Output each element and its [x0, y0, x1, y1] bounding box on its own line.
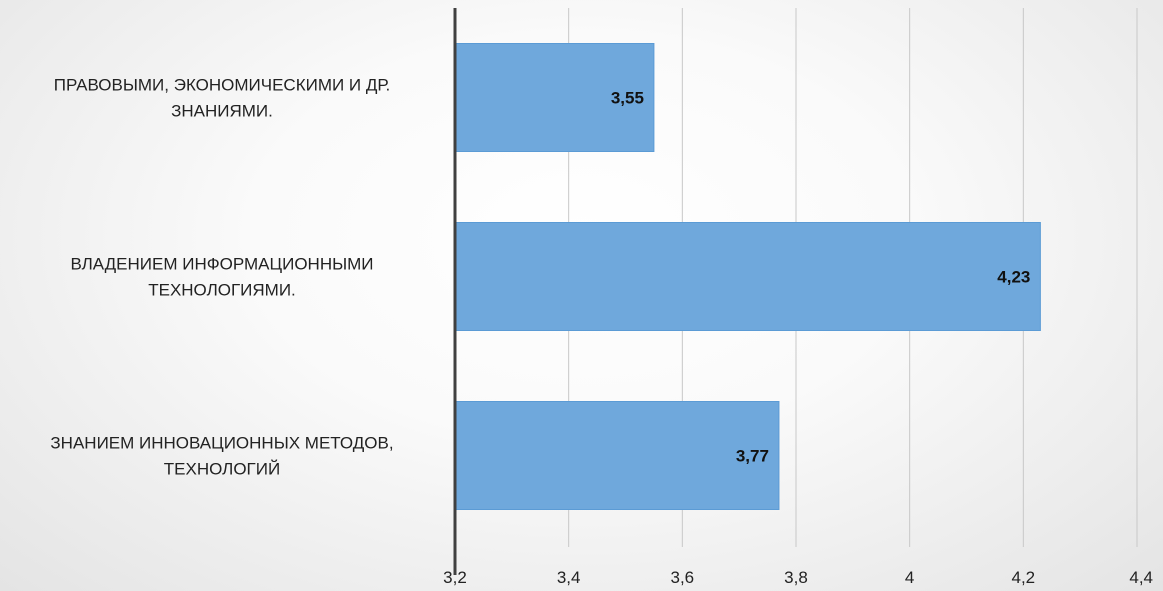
tick-label: 3,6	[671, 568, 695, 587]
tick-label: 3,8	[784, 568, 808, 587]
category-label: ЗНАНИЯМИ.	[171, 102, 273, 121]
category-label: ТЕХНОЛОГИЯМИ.	[148, 281, 296, 300]
data-label: 3,55	[611, 89, 644, 108]
tick-labels: 3,2 3,4 3,6 3,8 4 4,2 4,4	[443, 568, 1153, 587]
bar	[454, 43, 655, 152]
category-label: ВЛАДЕНИЕМ ИНФОРМАЦИОННЫМИ	[70, 255, 373, 274]
category-label: ТЕХНОЛОГИЙ	[164, 460, 280, 479]
tick-label: 3,4	[557, 568, 581, 587]
bar	[454, 222, 1041, 331]
category-label: ПРАВОВЫМИ, ЭКОНОМИЧЕСКИМИ И ДР.	[54, 76, 390, 95]
category-label: ЗНАНИЕМ ИННОВАЦИОННЫХ МЕТОДОВ,	[50, 434, 393, 453]
bars: 3,55 4,23 3,77	[454, 43, 1041, 510]
tick-label: 4,4	[1129, 568, 1153, 587]
category-labels: ПРАВОВЫМИ, ЭКОНОМИЧЕСКИМИ И ДР. ЗНАНИЯМИ.…	[50, 76, 393, 479]
tick-label: 4,2	[1012, 568, 1036, 587]
tick-label: 4	[905, 568, 914, 587]
data-label: 3,77	[736, 447, 769, 466]
tick-label: 3,2	[443, 568, 467, 587]
data-label: 4,23	[997, 268, 1030, 287]
bar	[454, 401, 780, 510]
